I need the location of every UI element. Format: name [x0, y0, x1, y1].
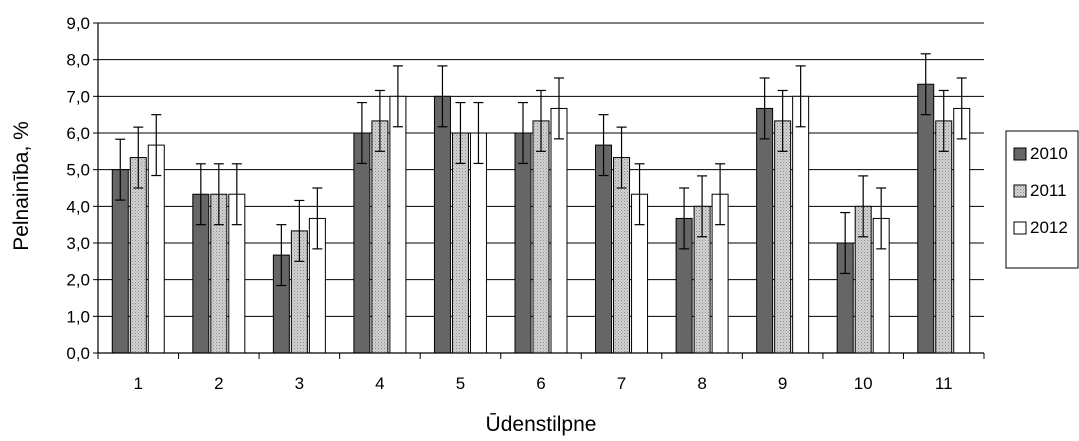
y-tick-label: 1,0 — [66, 307, 90, 326]
bar-2010-11 — [917, 83, 935, 354]
y-axis-title: Pelnainība, % — [10, 121, 33, 251]
x-tick-label: 8 — [697, 374, 706, 393]
x-tick-label: 7 — [617, 374, 626, 393]
y-tick-label: 3,0 — [66, 234, 90, 253]
y-tick-labels: 0,0 1,0 2,0 3,0 4,0 5,0 6,0 7,0 8,0 9,0 — [66, 14, 90, 363]
y-tick-label: 9,0 — [66, 14, 90, 33]
x-tick-label: 1 — [134, 374, 143, 393]
bar-2011-11 — [935, 120, 953, 354]
bar-2012-1 — [147, 144, 165, 354]
bar-2012-6 — [550, 107, 568, 354]
bar-2011-6 — [532, 120, 550, 354]
x-tick-label: 9 — [778, 374, 787, 393]
y-tick-label: 2,0 — [66, 271, 90, 290]
bar-2012-9 — [792, 95, 810, 354]
x-tick-label: 2 — [214, 374, 223, 393]
y-tick-label: 7,0 — [66, 87, 90, 106]
x-tick-label: 5 — [456, 374, 465, 393]
legend-swatch-2012 — [1013, 221, 1027, 235]
y-tick-label: 0,0 — [66, 344, 90, 363]
x-tick-label: 10 — [854, 374, 873, 393]
bar-2010-7 — [595, 144, 613, 354]
x-axis-title: Ūdenstilpne — [486, 413, 597, 436]
bar-2010-6 — [514, 132, 532, 354]
bar-2010-4 — [353, 132, 371, 354]
bar-2011-9 — [774, 120, 792, 354]
legend-label-2011: 2011 — [1030, 181, 1067, 200]
bar-2010-5 — [433, 95, 451, 354]
error-bars-group — [115, 53, 967, 287]
x-tick-labels: 1 2 3 4 5 6 7 8 9 10 11 — [134, 374, 953, 393]
axes — [97, 23, 985, 359]
bar-2012-11 — [953, 107, 971, 354]
legend-swatch-2010 — [1013, 147, 1027, 161]
legend: 2010 2011 2012 — [1005, 130, 1079, 269]
bar-2012-4 — [389, 95, 407, 354]
y-tick-label: 8,0 — [66, 51, 90, 70]
bar-2010-9 — [756, 107, 774, 354]
x-tick-label: 6 — [536, 374, 545, 393]
legend-swatch-2011 — [1013, 184, 1027, 198]
legend-label-2012: 2012 — [1030, 218, 1068, 237]
y-tick-label: 4,0 — [66, 197, 90, 216]
y-tick-label: 6,0 — [66, 124, 90, 143]
bar-2012-5 — [469, 132, 487, 354]
bar-2011-5 — [451, 132, 469, 354]
x-tick-label: 4 — [375, 374, 384, 393]
legend-label-2010: 2010 — [1030, 144, 1068, 163]
x-tick-label: 11 — [935, 374, 953, 393]
bars-group — [111, 83, 971, 354]
x-tick-label: 3 — [295, 374, 304, 393]
bar-2011-4 — [371, 120, 389, 354]
y-tick-label: 5,0 — [66, 161, 90, 180]
